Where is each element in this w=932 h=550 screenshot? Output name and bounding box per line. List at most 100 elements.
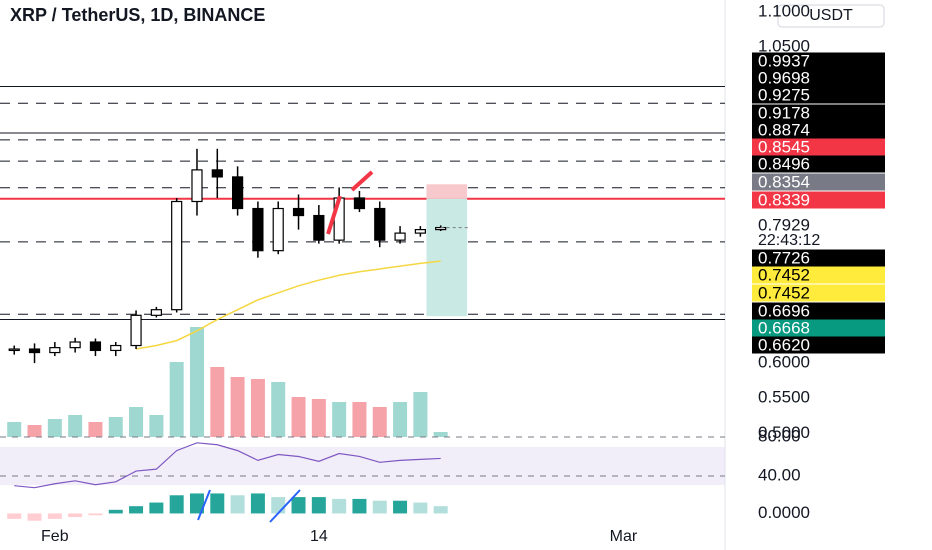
price-label: 0.9275: [758, 85, 810, 104]
macd-bar: [230, 495, 245, 514]
candle-body: [394, 232, 406, 241]
ma-line: [135, 260, 441, 350]
volume-bar: [169, 362, 184, 437]
candle-body: [89, 341, 102, 352]
macd-bar: [393, 500, 408, 514]
volume-bar: [332, 402, 347, 437]
macd-bar: [372, 500, 387, 514]
price-label-box: [752, 121, 885, 139]
macd-bar: [250, 493, 265, 514]
candle-body: [272, 207, 284, 252]
macd-bar: [129, 506, 144, 514]
price-label: 0.9178: [758, 103, 810, 122]
volume-bar: [88, 422, 103, 437]
x-tick-label: Feb: [41, 528, 69, 545]
volume-bar: [108, 417, 123, 437]
candle-body: [232, 176, 244, 210]
candle-body: [49, 347, 61, 354]
volume-bar: [271, 382, 286, 437]
volume-bar: [291, 397, 306, 437]
drawing: [197, 489, 301, 523]
macd-bar: [210, 493, 225, 514]
currency-button[interactable]: [777, 4, 885, 28]
price-label-box: [752, 52, 885, 70]
price-label: 0.7452: [758, 265, 810, 284]
candle-body: [69, 341, 81, 349]
macd-bar: [311, 497, 326, 514]
macd-bar: [332, 498, 347, 514]
position-target: [426, 198, 468, 317]
macd-bar: [271, 497, 286, 514]
candle-body: [252, 207, 264, 252]
candle-body: [211, 169, 223, 178]
macd-bar: [291, 497, 306, 514]
drawing: [326, 170, 374, 235]
price-label: 0.8496: [758, 154, 810, 173]
price-label: 0.8874: [758, 120, 810, 139]
price-label-box: [752, 266, 885, 284]
volume-bar: [230, 377, 245, 437]
price-label: 0.9937: [758, 51, 810, 70]
price-label: 0.8545: [758, 137, 810, 156]
last-price: 0.7929: [758, 215, 810, 234]
title: XRP / TetherUS, 1D, BINANCE: [10, 5, 265, 25]
volume-bar: [393, 402, 408, 437]
x-tick-label: 14: [310, 528, 328, 545]
price-label-box: [752, 249, 885, 267]
candle-body: [171, 200, 183, 311]
volume-bar: [433, 432, 448, 437]
plot: Feb 14 Mar: [0, 85, 725, 545]
macd-bar: [352, 498, 367, 514]
macd-tick-label: 0.0000: [758, 503, 810, 522]
price-label: 0.6668: [758, 318, 810, 337]
price-label-box: [752, 284, 885, 302]
macd-bar: [189, 493, 204, 514]
candle-body: [292, 207, 305, 217]
candle-body: [313, 214, 325, 241]
volume-bar: [352, 402, 367, 437]
price-label: 0.9698: [758, 68, 810, 87]
macd-bar: [7, 513, 22, 519]
candle-body: [353, 197, 366, 210]
candle-body: [130, 314, 142, 347]
currency[interactable]: USDT: [809, 7, 853, 24]
macd-bar: [169, 495, 184, 514]
price-label-box: [752, 336, 885, 354]
macd-bar: [433, 506, 448, 514]
macd-bar: [108, 509, 123, 514]
rsi-tick-label: 40.00: [758, 465, 801, 484]
candle-body: [191, 169, 203, 203]
price-label: 0.7452: [758, 283, 810, 302]
macd-bar: [47, 513, 62, 519]
macd-bar: [149, 502, 164, 514]
candle-body: [8, 348, 20, 352]
price-label-box: [752, 104, 885, 122]
y-tick-label: 1.0500: [758, 36, 810, 55]
price-label-box: [752, 302, 885, 320]
volume-bar: [27, 425, 42, 437]
candle-body: [414, 229, 426, 234]
price-label-box: [752, 173, 885, 191]
price-label-box: [752, 138, 885, 156]
volume-bar: [149, 415, 164, 437]
price-label: 0.8354: [758, 172, 810, 191]
y-tick-label: 0.5000: [758, 423, 810, 442]
countdown: 22:43:12: [758, 232, 820, 249]
volume-bar: [68, 415, 83, 437]
volume-bar: [129, 407, 144, 437]
price-label-box: [752, 155, 885, 173]
rsi-tick-label: 80.00: [758, 426, 801, 445]
volume-bar: [189, 327, 204, 437]
y-tick-label: 0.5500: [758, 388, 810, 407]
x-tick-label: Mar: [610, 528, 638, 545]
rsi-band: [0, 447, 725, 485]
candle-body: [28, 348, 41, 354]
candle-body: [110, 344, 122, 352]
price-label-box: [752, 69, 885, 87]
volume-bar: [413, 392, 428, 437]
volume-bar: [47, 419, 62, 437]
rsi-line: [14, 442, 441, 489]
candle-body: [374, 207, 386, 241]
y-tick-label: 1.1000: [758, 1, 810, 20]
